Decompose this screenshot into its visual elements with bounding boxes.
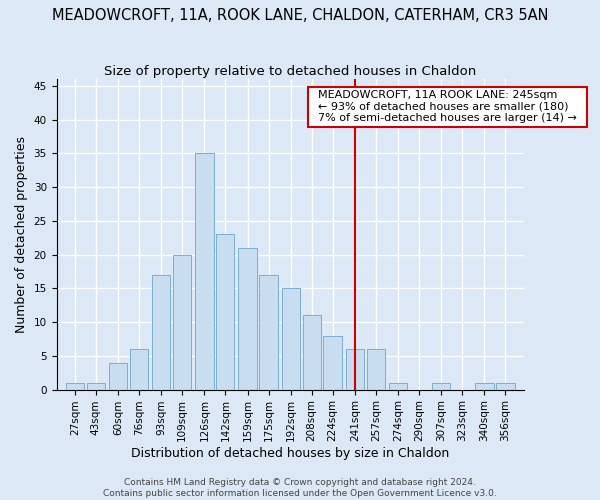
Bar: [346, 349, 364, 390]
Bar: [86, 383, 105, 390]
Bar: [259, 275, 278, 390]
Text: MEADOWCROFT, 11A ROOK LANE: 245sqm  
  ← 93% of detached houses are smaller (180: MEADOWCROFT, 11A ROOK LANE: 245sqm ← 93%…: [311, 90, 584, 123]
Y-axis label: Number of detached properties: Number of detached properties: [15, 136, 28, 333]
Bar: [216, 234, 235, 390]
Bar: [130, 349, 148, 390]
Bar: [496, 383, 515, 390]
Bar: [323, 336, 342, 390]
Bar: [195, 154, 214, 390]
Bar: [302, 316, 321, 390]
Text: Contains HM Land Registry data © Crown copyright and database right 2024.
Contai: Contains HM Land Registry data © Crown c…: [103, 478, 497, 498]
Bar: [432, 383, 451, 390]
Bar: [367, 349, 385, 390]
Bar: [281, 288, 300, 390]
Bar: [173, 254, 191, 390]
Bar: [475, 383, 494, 390]
Bar: [238, 248, 257, 390]
Bar: [65, 383, 84, 390]
Bar: [389, 383, 407, 390]
X-axis label: Distribution of detached houses by size in Chaldon: Distribution of detached houses by size …: [131, 447, 449, 460]
Bar: [152, 275, 170, 390]
Text: MEADOWCROFT, 11A, ROOK LANE, CHALDON, CATERHAM, CR3 5AN: MEADOWCROFT, 11A, ROOK LANE, CHALDON, CA…: [52, 8, 548, 22]
Title: Size of property relative to detached houses in Chaldon: Size of property relative to detached ho…: [104, 65, 476, 78]
Bar: [109, 362, 127, 390]
